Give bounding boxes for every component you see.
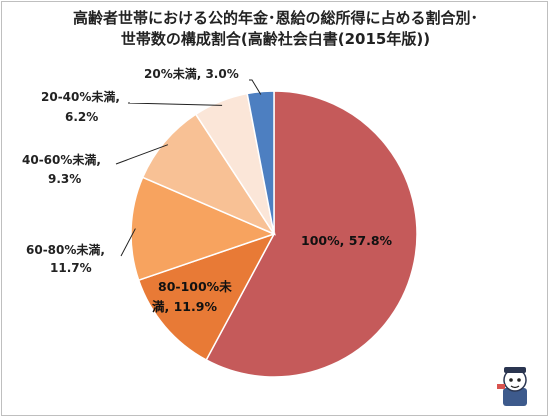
mascot-logo <box>497 367 527 406</box>
data-label-80-100-line-2: 満, 11.9% <box>152 299 217 314</box>
leader-line-40-60 <box>115 144 169 165</box>
slice-40-60 <box>141 113 276 236</box>
leader-line-60-80 <box>120 228 136 257</box>
data-label-60-80: 60-80%未満, 11.7% <box>26 242 109 275</box>
pie-slices <box>130 90 418 378</box>
data-label-20-40-line-1: 20-40%未満, <box>41 89 120 104</box>
leader-line-under-20 <box>249 79 262 95</box>
slice-100 <box>205 90 418 378</box>
data-label-60-80-line-1: 60-80%未満, <box>26 242 105 257</box>
data-label-20-40: 20-40%未満, 6.2% <box>41 89 124 124</box>
slice-60-80 <box>130 176 277 282</box>
leader-lines <box>115 79 262 257</box>
data-label-80-100: 80-100%未 満, 11.9% <box>152 279 236 314</box>
data-label-20-40-line-2: 6.2% <box>65 110 98 124</box>
data-label-80-100-line-1: 80-100%未 <box>158 279 232 294</box>
slice-80-100 <box>137 232 276 361</box>
data-label-40-60-line-1: 40-60%未満, <box>22 152 101 167</box>
data-label-under-20-line-1: 20%未満, 3.0% <box>144 66 239 81</box>
data-label-40-60-line-2: 9.3% <box>48 172 81 186</box>
chart-title: 高齢者世帯における公的年金･恩給の総所得に占める割合別･ 世帯数の構成割合(高齢… <box>0 8 551 50</box>
data-label-100: 100%, 57.8% <box>301 233 393 248</box>
leader-line-20-40 <box>127 102 223 106</box>
chart-title-line-1: 高齢者世帯における公的年金･恩給の総所得に占める割合別･ <box>72 9 478 27</box>
slice-under-20 <box>246 90 275 235</box>
chart-title-line-2: 世帯数の構成割合(高齢社会白書(2015年版)) <box>120 30 431 48</box>
data-label-40-60: 40-60%未満, 9.3% <box>22 152 105 186</box>
data-label-60-80-line-2: 11.7% <box>50 261 92 275</box>
data-label-under-20: 20%未満, 3.0% <box>144 66 239 81</box>
